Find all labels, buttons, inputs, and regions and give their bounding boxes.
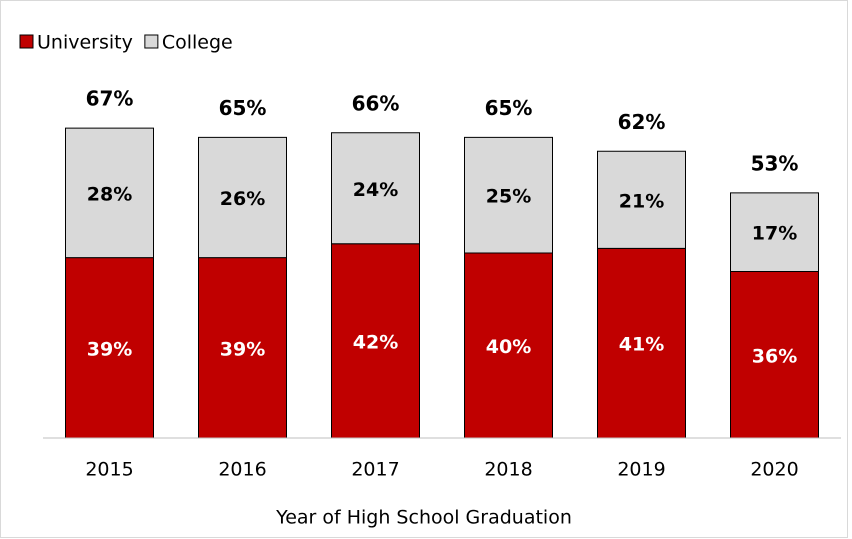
legend-label: University: [37, 32, 133, 54]
bar-segment: [65, 257, 154, 439]
x-tick-label: 2017: [351, 459, 399, 481]
bar-segment: [464, 252, 553, 439]
total-label: 62%: [618, 110, 666, 134]
bar-segment: [730, 192, 819, 272]
data-label: 36%: [752, 345, 797, 367]
legend-label: College: [162, 32, 233, 54]
x-tick-label: 2019: [617, 459, 665, 481]
bar-segment: [198, 257, 287, 439]
legend-swatch: [144, 34, 159, 49]
total-label: 66%: [352, 91, 400, 115]
bar-segment: [65, 127, 154, 259]
data-label: 17%: [752, 223, 797, 245]
data-label: 41%: [619, 334, 664, 356]
bar-segment: [597, 247, 686, 439]
data-label: 42%: [353, 331, 398, 353]
bar-segment: [597, 150, 686, 249]
bar-segment: [198, 136, 287, 259]
x-tick-label: 2020: [750, 459, 798, 481]
x-axis-title: Year of High School Graduation: [275, 507, 572, 529]
bar-segment: [730, 271, 819, 439]
total-label: 67%: [86, 87, 134, 111]
x-tick-label: 2018: [484, 459, 532, 481]
data-label: 25%: [486, 186, 531, 208]
data-label: 39%: [87, 338, 132, 360]
legend-swatch: [19, 34, 34, 49]
x-tick-label: 2016: [218, 459, 266, 481]
data-label: 26%: [220, 188, 265, 210]
bar-segment: [331, 243, 420, 439]
x-tick-label: 2015: [85, 459, 133, 481]
total-label: 53%: [751, 151, 799, 175]
total-label: 65%: [485, 96, 533, 120]
bar-segment: [464, 136, 553, 254]
data-label: 39%: [220, 338, 265, 360]
bar-segment: [331, 132, 420, 245]
data-label: 28%: [87, 183, 132, 205]
total-label: 65%: [219, 96, 267, 120]
data-label: 21%: [619, 190, 664, 212]
data-label: 24%: [353, 179, 398, 201]
data-label: 40%: [486, 336, 531, 358]
